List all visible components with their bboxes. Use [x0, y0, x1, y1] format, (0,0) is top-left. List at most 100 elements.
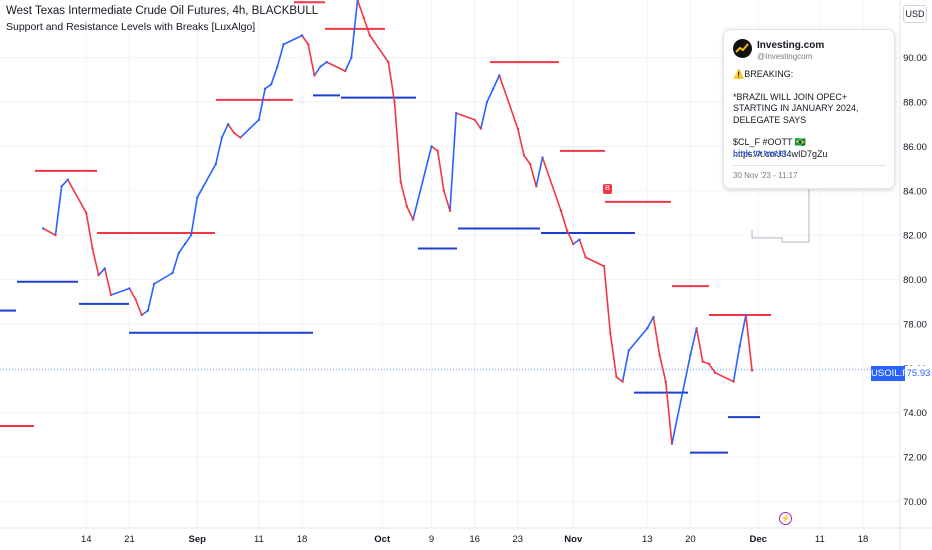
price-point	[695, 327, 698, 330]
price-point	[584, 256, 587, 259]
price-segment	[523, 154, 531, 165]
x-tick-label: 14	[81, 534, 92, 545]
break-marker[interactable]: B	[603, 184, 612, 194]
price-point	[171, 271, 174, 275]
price-point	[473, 118, 476, 121]
price-segment	[85, 212, 94, 250]
price-segment	[695, 327, 704, 363]
x-tick-label: Oct	[374, 534, 391, 545]
price-point	[368, 34, 372, 37]
price-segment	[535, 156, 544, 188]
price-point	[701, 360, 704, 363]
tweet-body: ⚠️BREAKING: *BRAZIL WILL JOIN OPEC+ STAR…	[733, 69, 889, 171]
price-segment	[430, 145, 439, 152]
price-segment	[307, 43, 316, 77]
price-segment	[449, 112, 457, 212]
price-point	[615, 375, 618, 379]
currency-button[interactable]: USD	[903, 5, 927, 23]
price-segment	[652, 316, 661, 356]
x-tick-label: 18	[858, 534, 869, 545]
price-segment	[239, 118, 260, 139]
y-tick-label: 74.00	[903, 408, 927, 419]
price-segment	[406, 205, 414, 221]
price-point	[448, 209, 452, 212]
price-point	[738, 344, 741, 348]
price-segment	[566, 229, 575, 245]
price-segment	[356, 0, 365, 19]
price-segment	[443, 189, 451, 212]
price-point	[479, 127, 483, 130]
y-tick-label: 80.00	[903, 275, 927, 286]
price-segment	[301, 34, 310, 46]
price-segment	[258, 87, 266, 121]
price-segment	[319, 61, 328, 68]
price-segment	[603, 265, 612, 334]
x-tick-label: 21	[124, 534, 135, 545]
price-segment	[473, 118, 482, 130]
price-segment	[689, 327, 698, 356]
price-segment	[270, 65, 279, 86]
price-segment	[171, 252, 180, 274]
price-point	[744, 313, 748, 317]
price-point	[454, 111, 458, 115]
price-segment	[362, 16, 371, 37]
price-point	[189, 233, 193, 237]
price-point	[572, 242, 575, 246]
tweet-line: $CL_F #OOTT 🇧🇷 https://t.co/J34wID7gZu	[733, 137, 828, 159]
price-point	[559, 209, 563, 212]
price-point	[325, 60, 328, 64]
x-tick-label: 18	[297, 534, 308, 545]
price-point	[226, 123, 230, 126]
tweet-link[interactable]: Link to tweet	[733, 148, 787, 159]
price-segment	[609, 331, 618, 378]
price-segment	[344, 56, 353, 72]
price-point	[732, 380, 735, 383]
price-point	[183, 242, 187, 246]
x-tick-label: 11	[815, 534, 825, 545]
price-point	[128, 287, 131, 290]
price-point	[344, 69, 347, 73]
price-point	[220, 136, 224, 139]
price-point	[300, 34, 304, 37]
tweet-author: Investing.com	[757, 40, 825, 51]
price-point	[664, 380, 667, 383]
price-segment	[708, 363, 716, 374]
y-tick-label: 88.00	[903, 98, 927, 109]
price-point	[282, 43, 285, 46]
price-point	[196, 196, 199, 199]
price-point	[602, 265, 606, 268]
price-segment	[738, 314, 747, 347]
price-segment	[214, 136, 223, 165]
last-price-label: 75.93	[905, 366, 932, 381]
y-tick-label: 90.00	[903, 53, 927, 64]
tweet-time: 30 Nov '23 - 11:17	[733, 171, 798, 180]
price-segment	[153, 272, 174, 285]
price-point	[233, 131, 236, 135]
price-point	[436, 149, 439, 153]
price-point	[239, 136, 242, 139]
price-segment	[196, 163, 217, 199]
price-segment	[190, 196, 199, 236]
price-segment	[455, 112, 476, 121]
price-point	[257, 118, 261, 121]
price-point	[750, 369, 754, 372]
x-tick-label: Nov	[564, 534, 583, 545]
price-point	[393, 100, 396, 104]
price-segment	[714, 371, 735, 383]
price-segment	[578, 238, 587, 259]
price-point	[263, 87, 267, 90]
price-segment	[745, 314, 753, 372]
price-point	[713, 371, 717, 374]
price-point	[307, 43, 310, 46]
price-point	[140, 313, 143, 317]
price-segment	[664, 380, 673, 445]
y-tick-label: 72.00	[903, 453, 927, 464]
price-segment	[436, 150, 445, 192]
price-segment	[627, 327, 649, 352]
indicator-label[interactable]: Support and Resistance Levels with Break…	[6, 21, 256, 33]
price-point	[41, 227, 45, 230]
price-point	[109, 293, 113, 297]
tweet-card[interactable]: Investing.com @Investingcom ⚠️BREAKING: …	[723, 29, 895, 189]
lightning-icon[interactable]: ⚡	[779, 512, 792, 525]
